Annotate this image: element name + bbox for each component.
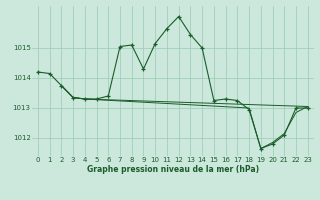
X-axis label: Graphe pression niveau de la mer (hPa): Graphe pression niveau de la mer (hPa)	[87, 165, 259, 174]
